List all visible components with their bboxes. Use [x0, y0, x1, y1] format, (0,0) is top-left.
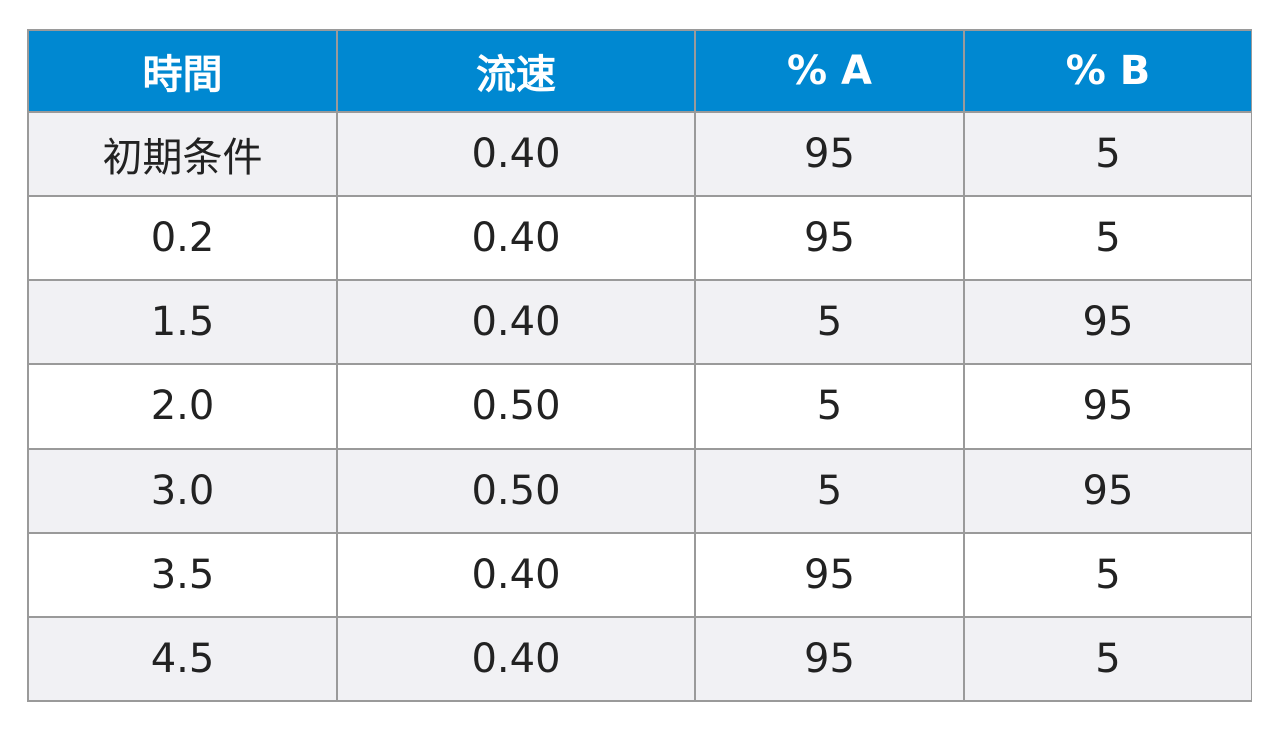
cell-flow-rate: 0.40	[338, 197, 694, 280]
header-row: 時間 流速 % A % B	[29, 31, 1251, 111]
table-row: 0.2 0.40 95 5	[29, 197, 1251, 280]
cell-flow-rate: 0.50	[338, 365, 694, 448]
gradient-table-container: 時間 流速 % A % B 初期条件 0.40 95 5 0.2 0.40 95…	[27, 29, 1252, 702]
cell-percent-b: 95	[965, 365, 1251, 448]
cell-percent-a: 95	[696, 113, 963, 196]
table-row: 4.5 0.40 95 5	[29, 617, 1251, 700]
cell-percent-a: 5	[696, 449, 963, 532]
cell-flow-rate: 0.40	[338, 113, 694, 196]
cell-percent-b: 95	[965, 281, 1251, 364]
header-percent-a: % A	[696, 31, 963, 111]
cell-percent-a: 95	[696, 617, 963, 700]
cell-percent-a: 5	[696, 281, 963, 364]
cell-percent-a: 95	[696, 197, 963, 280]
cell-flow-rate: 0.40	[338, 617, 694, 700]
cell-time: 3.5	[29, 533, 336, 616]
table-row: 初期条件 0.40 95 5	[29, 113, 1251, 196]
cell-percent-b: 5	[965, 197, 1251, 280]
cell-time: 初期条件	[29, 113, 336, 196]
gradient-table: 時間 流速 % A % B 初期条件 0.40 95 5 0.2 0.40 95…	[27, 29, 1253, 702]
table-row: 1.5 0.40 5 95	[29, 281, 1251, 364]
cell-time: 3.0	[29, 449, 336, 532]
cell-flow-rate: 0.50	[338, 449, 694, 532]
cell-percent-a: 5	[696, 365, 963, 448]
cell-time: 0.2	[29, 197, 336, 280]
table-row: 2.0 0.50 5 95	[29, 365, 1251, 448]
header-flow-rate: 流速	[338, 31, 694, 111]
header-time: 時間	[29, 31, 336, 111]
cell-flow-rate: 0.40	[338, 533, 694, 616]
header-percent-b: % B	[965, 31, 1251, 111]
cell-percent-b: 5	[965, 617, 1251, 700]
cell-percent-a: 95	[696, 533, 963, 616]
cell-percent-b: 5	[965, 533, 1251, 616]
cell-percent-b: 95	[965, 449, 1251, 532]
table-row: 3.5 0.40 95 5	[29, 533, 1251, 616]
cell-time: 1.5	[29, 281, 336, 364]
table-row: 3.0 0.50 5 95	[29, 449, 1251, 532]
cell-flow-rate: 0.40	[338, 281, 694, 364]
cell-time: 4.5	[29, 617, 336, 700]
cell-percent-b: 5	[965, 113, 1251, 196]
cell-time: 2.0	[29, 365, 336, 448]
